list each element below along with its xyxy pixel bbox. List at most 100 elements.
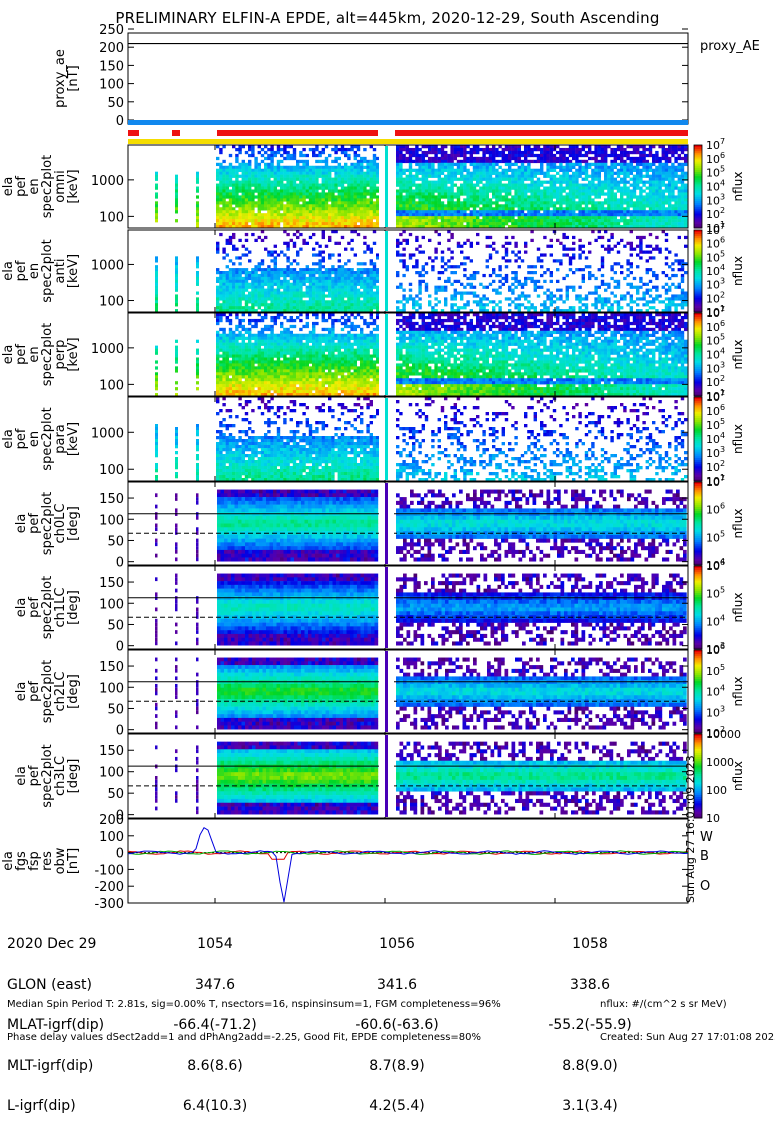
spectrogram-cell [325, 283, 328, 286]
spectrogram-cell [607, 207, 610, 210]
spectrogram-cell [489, 210, 492, 213]
spectrogram-cell [238, 169, 241, 172]
spectrogram-cell [671, 172, 674, 175]
spectrogram-cell [338, 204, 341, 207]
spectrogram-cell [428, 163, 431, 166]
spectrogram-cell [274, 280, 277, 283]
spectrogram-cell [444, 262, 447, 265]
spectrogram-cell [655, 169, 658, 172]
spectrogram-cell [312, 300, 315, 303]
spectrogram-cell [572, 253, 575, 256]
spectrogram-cell [315, 160, 318, 163]
spectrogram-cell [226, 210, 229, 213]
spectrogram-cell [306, 175, 309, 178]
spectrogram-cell [658, 210, 661, 213]
spectrogram-cell [540, 204, 543, 207]
spectrogram-cell [219, 192, 222, 195]
spectrogram-cell [655, 160, 658, 163]
spectrogram-cell [521, 213, 524, 216]
spectrogram-cell [463, 192, 466, 195]
spectrogram-cell [578, 169, 581, 172]
spectrogram-cell [283, 210, 286, 213]
spectrogram-cell [495, 204, 498, 207]
spectrogram-cell [235, 222, 238, 225]
spectrogram-cell [662, 175, 665, 178]
spectrogram-cell [341, 297, 344, 300]
spectrogram-cell [347, 219, 350, 222]
spectrogram-cell [543, 151, 546, 154]
spectrogram-cell [415, 210, 418, 213]
spectrogram-cell [226, 207, 229, 210]
spectrogram-cell [486, 151, 489, 154]
spectrogram-cell [334, 178, 337, 181]
spectrogram-cell [642, 216, 645, 219]
spectrogram-cell [396, 274, 399, 277]
spectrogram-cell [588, 181, 591, 184]
spectrogram-cell [376, 277, 379, 280]
spectrogram-cell [254, 187, 257, 190]
spectrogram-cell [245, 306, 248, 309]
spectrogram-cell [508, 192, 511, 195]
spectrogram-cell [521, 294, 524, 297]
spectrogram-cell [354, 195, 357, 198]
spectrogram-cell [658, 184, 661, 187]
spectrogram-cell [620, 216, 623, 219]
spectrogram-cell [261, 283, 264, 286]
spectrogram-cell [633, 181, 636, 184]
spectrogram-cell [665, 178, 668, 181]
spectrogram-cell [175, 268, 178, 271]
spectrogram-cell [550, 198, 553, 201]
spectrogram-cell [527, 219, 530, 222]
spectrogram-cell [460, 262, 463, 265]
spectrogram-cell [505, 222, 508, 225]
spectrogram-cell [623, 175, 626, 178]
spectrogram-cell [530, 216, 533, 219]
spectrogram-cell [280, 201, 283, 204]
spectrogram-cell [299, 151, 302, 154]
spectrogram-cell [270, 253, 273, 256]
spectrogram-cell [299, 169, 302, 172]
spectrogram-cell [457, 192, 460, 195]
spectrogram-cell [588, 195, 591, 198]
spectrogram-cell [508, 198, 511, 201]
spectrogram-cell [309, 283, 312, 286]
spectrogram-cell [242, 283, 245, 286]
spectrogram-cell [572, 236, 575, 239]
spectrogram-cell [341, 292, 344, 295]
spectrogram-cell [655, 151, 658, 154]
spectrogram-cell [479, 303, 482, 306]
spectrogram-cell [155, 294, 158, 297]
spectrogram-cell [684, 195, 687, 198]
spectrogram-cell [344, 181, 347, 184]
spectrogram-cell [258, 219, 261, 222]
proxy-ae-legend: proxy_AE [700, 39, 760, 54]
spectrogram-cell [422, 201, 425, 204]
spectrogram-cell [235, 289, 238, 292]
spectrogram-cell [425, 271, 428, 274]
spectrogram-cell [662, 213, 665, 216]
spectrogram-cell [594, 163, 597, 166]
spectrogram-cell [476, 210, 479, 213]
spectrogram-cell [556, 195, 559, 198]
spectrogram-cell [630, 216, 633, 219]
spectrogram-cell [283, 268, 286, 271]
spectrogram-cell [511, 175, 514, 178]
spectrogram-cell [502, 283, 505, 286]
spectrogram-cell [614, 184, 617, 187]
spectrogram-cell [655, 219, 658, 222]
spectrogram-cell [578, 175, 581, 178]
spectrogram-cell [245, 178, 248, 181]
spectrogram-cell [396, 286, 399, 289]
spectrogram-cell [242, 216, 245, 219]
spectrogram-cell [594, 148, 597, 151]
spectrogram-cell [578, 253, 581, 256]
spectrogram-cell [444, 157, 447, 160]
spectrogram-cell [601, 222, 604, 225]
spectrogram-cell [585, 189, 588, 192]
spectrogram-cell [334, 169, 337, 172]
spectrogram-cell [235, 187, 238, 190]
spectrogram-cell [620, 154, 623, 157]
spectrogram-cell [604, 160, 607, 163]
spectrogram-cell [470, 178, 473, 181]
